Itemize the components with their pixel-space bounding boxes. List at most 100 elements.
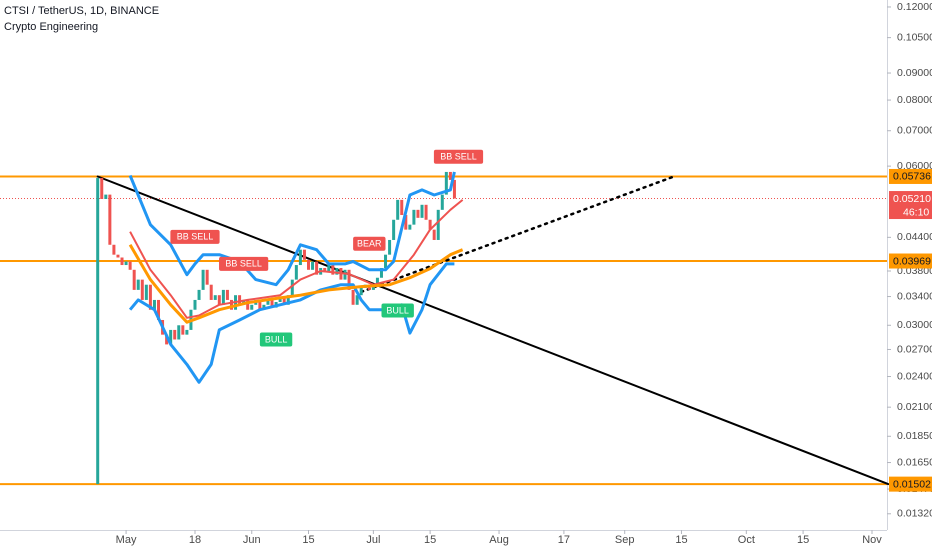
signal-label: BB SELL [225, 259, 262, 269]
candle-body [165, 334, 169, 345]
signal-label: BB SELL [440, 152, 477, 162]
candle-body [132, 269, 136, 290]
candle-body [343, 269, 347, 280]
candle-body [388, 239, 392, 255]
candle-body [375, 277, 379, 285]
candle-body [120, 257, 124, 266]
candle-body [148, 284, 152, 310]
candle-body [432, 229, 436, 240]
indicator-line [128, 244, 464, 324]
y-tick-label: 0.10500 [897, 31, 932, 43]
level-price-box [889, 476, 932, 492]
candle-body [108, 194, 112, 245]
x-tick-label: 17 [558, 534, 570, 546]
x-tick-label: Nov [862, 534, 882, 546]
x-tick-label: 15 [797, 534, 809, 546]
x-tick-label: Oct [738, 534, 755, 546]
candle-body [355, 295, 359, 305]
signal-label: BULL [265, 334, 288, 344]
candle-body [205, 269, 209, 285]
candle-body [436, 209, 440, 240]
candle-body [400, 199, 404, 215]
signal-label-box [170, 229, 220, 244]
signal-label: BEAR [357, 239, 382, 249]
y-tick-label: 0.12000 [897, 1, 932, 13]
indicator-line [128, 262, 455, 384]
signal-label-box [433, 149, 484, 164]
y-tick-label: 0.06000 [897, 160, 932, 172]
candle-body [112, 244, 116, 255]
candle-body [213, 295, 217, 300]
candle-body [404, 214, 408, 230]
candle-body [229, 299, 233, 310]
countdown-label: 46:10 [903, 206, 929, 218]
candle-body [104, 194, 108, 199]
y-tick-label: 0.01850 [897, 430, 932, 442]
candle-body [100, 177, 104, 199]
y-tick-label: 0.02100 [897, 401, 932, 413]
candle-body [221, 289, 225, 305]
candle-body [408, 224, 412, 230]
candle-body [270, 299, 274, 308]
signal-label-box [259, 332, 293, 347]
candle-body [290, 279, 294, 296]
candle-body [116, 254, 120, 258]
signal-label: BULL [386, 305, 409, 315]
plot-area [0, 171, 890, 486]
candle-body [315, 261, 319, 275]
candle-body [177, 325, 181, 340]
y-tick-label: 0.02700 [897, 343, 932, 355]
candle-body [193, 299, 197, 310]
candle-body [420, 204, 424, 218]
last-price-label: 0.05210 [893, 193, 931, 205]
signal-label-box [353, 236, 386, 251]
indicator-line [129, 199, 464, 319]
y-tick-label: 0.03400 [897, 290, 932, 302]
y-tick-label: 0.02400 [897, 370, 932, 382]
candle-body [428, 219, 432, 230]
candle-body [197, 289, 201, 300]
candle-body [157, 299, 161, 320]
candle-body [96, 177, 100, 485]
candle-body [412, 209, 416, 225]
signal-label-box [381, 303, 414, 318]
x-tick-label: Sep [615, 534, 635, 546]
x-tick-label: 15 [675, 534, 687, 546]
candle-body [359, 287, 363, 296]
candle-body [379, 268, 383, 278]
candle-body [335, 268, 339, 275]
candle-body [246, 299, 250, 310]
candle-body [311, 261, 315, 270]
candle-body [298, 249, 302, 266]
candle-body [452, 179, 456, 199]
candle-body [185, 329, 189, 335]
candle-body [128, 261, 132, 270]
x-tick-label: Aug [489, 534, 509, 546]
x-tick-label: 18 [189, 534, 201, 546]
candle-body [238, 295, 242, 305]
candle-body [282, 297, 286, 305]
trend-line [96, 175, 890, 486]
last-price-box [889, 191, 932, 220]
candle-body [351, 289, 355, 305]
candle-body [323, 268, 327, 273]
candle-body [347, 269, 351, 290]
candle-body [392, 219, 396, 240]
level-price-box [889, 168, 932, 184]
candle-body [444, 171, 448, 195]
candle-body [140, 279, 144, 300]
candle-body [209, 284, 213, 300]
candle-body [225, 289, 229, 300]
candle-body [136, 279, 140, 290]
candle-body [181, 325, 185, 335]
candle-body [294, 265, 298, 280]
candle-body [286, 295, 290, 305]
candle-body [327, 265, 331, 273]
candle-body [416, 209, 420, 218]
y-tick-label: 0.09000 [897, 67, 932, 79]
candle-body [384, 254, 388, 269]
candle-body [266, 299, 270, 305]
level-price-box [889, 253, 932, 269]
candle-body [201, 269, 205, 290]
